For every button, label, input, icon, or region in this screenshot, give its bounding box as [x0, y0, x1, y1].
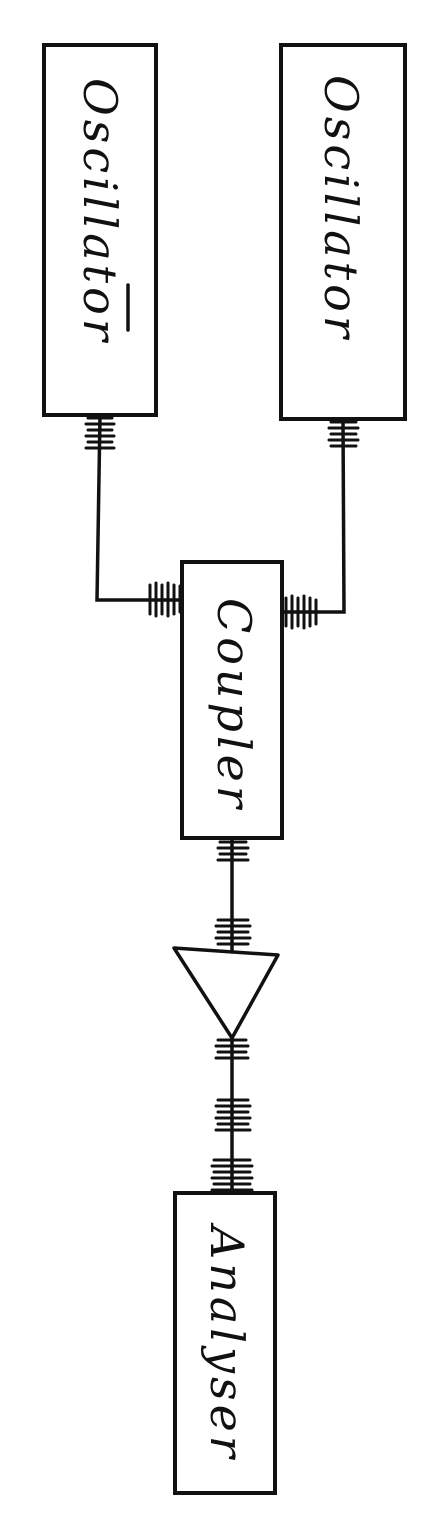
oscillator-right-label: Oscillator: [314, 75, 368, 342]
wire-oscillator-left-to-coupler: [95, 413, 184, 602]
analyser-box: [173, 1191, 277, 1495]
connector-icon: [210, 1158, 254, 1192]
analyser-block: Analyser: [173, 1191, 277, 1495]
connector-icon: [84, 416, 116, 450]
connector-icon: [148, 581, 182, 618]
analyser-label: Analyser: [200, 1222, 254, 1462]
coupler-block: Coupler: [180, 560, 284, 840]
coupler-label: Coupler: [207, 598, 261, 812]
connector-icon: [214, 1098, 252, 1132]
amplifier-triangle: [172, 946, 280, 1040]
wire-oscillator-right-to-coupler: [280, 417, 346, 614]
oscillator-left-block: Oscillator: [42, 43, 158, 417]
oscillator-right-box: [279, 43, 407, 421]
oscillator-left-box: [42, 43, 158, 417]
connector-icon: [214, 1038, 250, 1060]
connectors: [84, 416, 360, 1192]
connector-icon: [327, 420, 360, 448]
connector-icon: [284, 594, 318, 630]
oscillator-right-block: Oscillator: [279, 43, 407, 421]
connector-icon: [216, 840, 250, 862]
amplifier-block: [172, 946, 280, 1040]
oscillator-left-label: Oscillator: [73, 78, 127, 345]
connector-icon: [214, 918, 252, 946]
